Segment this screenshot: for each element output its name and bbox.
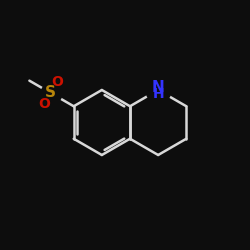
Text: O: O <box>51 75 63 89</box>
Text: N: N <box>152 80 164 94</box>
Text: O: O <box>38 97 50 111</box>
Text: S: S <box>45 86 56 100</box>
Text: H: H <box>152 88 164 102</box>
